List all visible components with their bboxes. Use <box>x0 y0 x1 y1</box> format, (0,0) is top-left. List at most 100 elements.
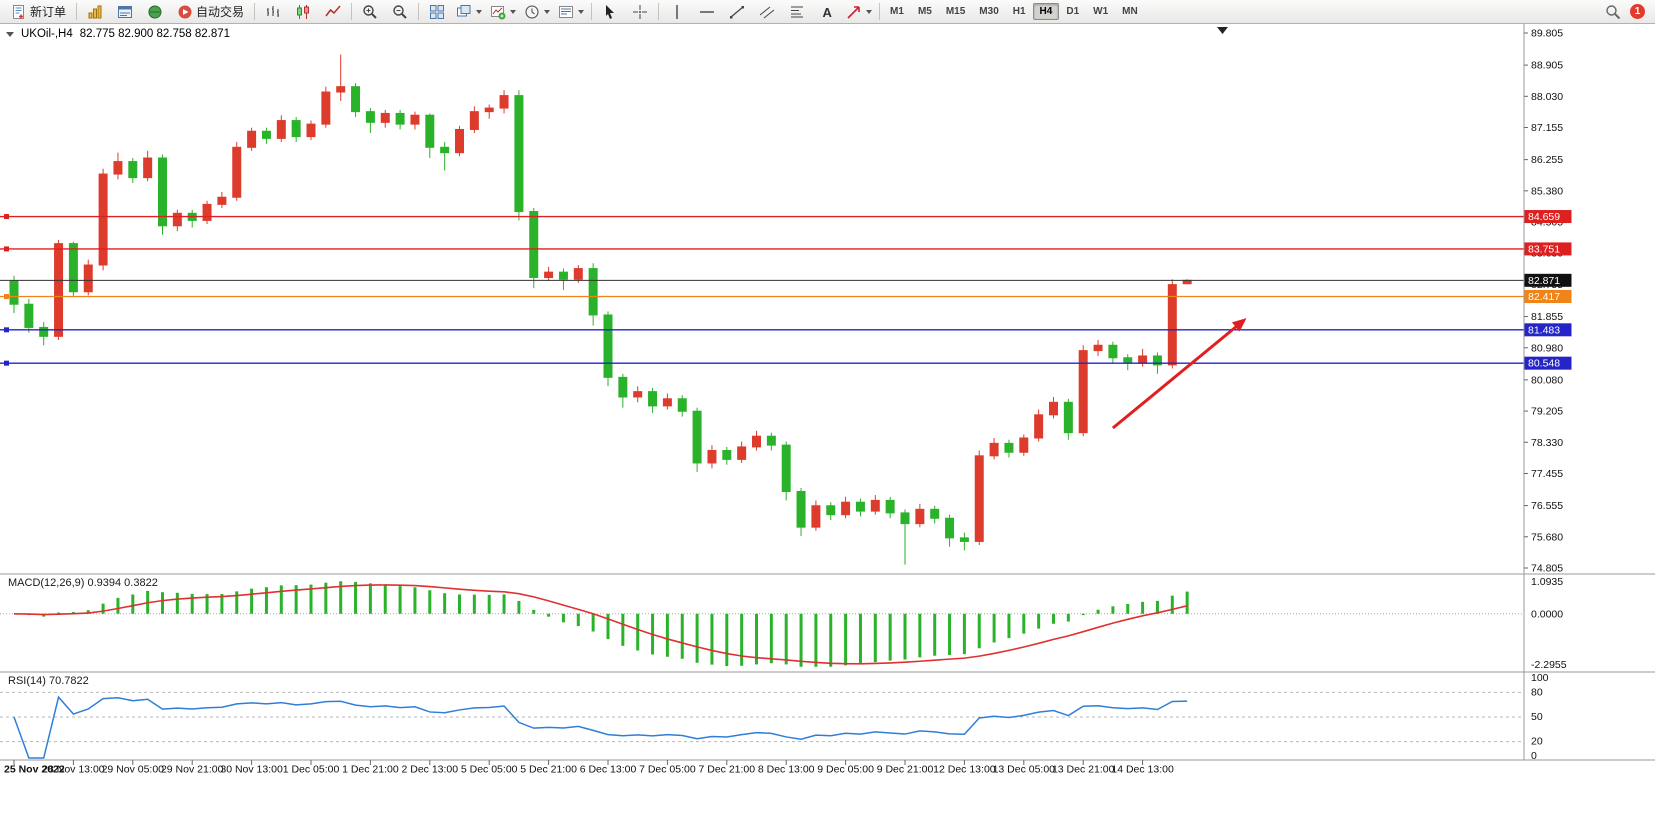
zoom-in-button[interactable] <box>355 1 385 23</box>
price-tick-label: 74.805 <box>1531 563 1563 575</box>
candle-body <box>83 264 93 293</box>
candle-body <box>351 86 361 113</box>
toolbar-separator <box>658 3 660 20</box>
candle-body <box>1034 414 1044 439</box>
time-label: 2 Dec 13:00 <box>401 764 458 776</box>
candle-body <box>974 455 984 542</box>
timeframe-h4-button[interactable]: H4 <box>1032 3 1060 20</box>
hline-price-badge-label: 81.483 <box>1528 324 1560 336</box>
candle-body <box>781 444 791 492</box>
candle-body <box>172 212 182 227</box>
tile-windows-button[interactable] <box>422 1 452 23</box>
timeframe-m15-button[interactable]: M15 <box>945 6 966 17</box>
notification-badge[interactable]: 1 <box>1630 4 1645 19</box>
hline-handle[interactable] <box>4 246 9 252</box>
timeframe-m30-button[interactable]: M30 <box>979 6 999 17</box>
hline-price-badge[interactable] <box>1524 290 1572 304</box>
data-window-button[interactable] <box>110 1 140 23</box>
time-label: 30 Nov 13:00 <box>220 764 283 776</box>
auto-trading-button[interactable]: 自动交易 <box>170 1 251 23</box>
chevron-down-icon <box>544 9 551 14</box>
hline-handle[interactable] <box>4 294 9 300</box>
search-button[interactable] <box>1598 1 1628 23</box>
templates-button[interactable] <box>554 1 588 23</box>
cursor-button[interactable] <box>595 1 625 23</box>
candle-body <box>677 398 687 412</box>
trend-arrow[interactable] <box>1111 323 1240 430</box>
market-watch-button[interactable] <box>80 1 110 23</box>
candle-body <box>365 111 375 123</box>
bar-chart-icon <box>265 4 281 20</box>
new-chart-button[interactable] <box>486 1 520 23</box>
candle-body <box>603 314 613 378</box>
time-label: 1 Dec 21:00 <box>342 764 399 776</box>
line-chart-button[interactable] <box>318 1 348 23</box>
fibonacci-button[interactable] <box>782 1 812 23</box>
new-order-icon <box>11 4 27 20</box>
crosshair-button[interactable] <box>625 1 655 23</box>
periods-button[interactable] <box>520 1 554 23</box>
candlestick-chart-button[interactable] <box>288 1 318 23</box>
candle-body <box>247 130 257 148</box>
timeframe-mn-button[interactable]: MN <box>1122 6 1138 17</box>
candle-body <box>573 268 583 280</box>
zoom-out-button[interactable] <box>385 1 415 23</box>
price-tick-label: 81.855 <box>1531 311 1563 323</box>
candle-body <box>1182 279 1192 285</box>
candle-body <box>796 490 806 528</box>
new-order-button[interactable]: 新订单 <box>4 1 73 23</box>
toolbar-separator <box>254 3 256 20</box>
bid-price-badge[interactable] <box>1524 273 1572 287</box>
rsi-scale-label: 50 <box>1531 711 1543 723</box>
vertical-line-icon <box>669 4 685 20</box>
hline-handle[interactable] <box>4 360 9 366</box>
macd-scale-label: -2.2955 <box>1531 659 1567 671</box>
hline-handle[interactable] <box>4 327 9 333</box>
toolbar-separator <box>76 3 78 20</box>
hline-price-badge-label: 80.548 <box>1528 358 1560 370</box>
horizontal-line-button[interactable] <box>692 1 722 23</box>
candle-body <box>395 112 405 125</box>
hline-price-badge[interactable] <box>1524 323 1572 337</box>
toolbar-separator <box>879 3 881 20</box>
navigator-button[interactable] <box>140 1 170 23</box>
hline-price-badge[interactable] <box>1524 356 1572 370</box>
hline-price-badge-label: 82.417 <box>1528 291 1560 303</box>
time-label: 1 Dec 05:00 <box>283 764 340 776</box>
timeframe-m5-button[interactable]: M5 <box>917 6 932 17</box>
hline-price-badge[interactable] <box>1524 210 1572 224</box>
hline-price-badge[interactable] <box>1524 242 1572 256</box>
vertical-line-button[interactable] <box>662 1 692 23</box>
zoom-in-icon <box>362 4 378 20</box>
navigator-icon <box>147 4 163 20</box>
trendline-icon <box>729 4 745 20</box>
timeframe-h1-button[interactable]: H1 <box>1012 6 1026 17</box>
trendline-button[interactable] <box>722 1 752 23</box>
text-label-button[interactable]: A <box>812 1 842 23</box>
fibonacci-icon <box>789 4 805 20</box>
candle-body <box>158 157 167 227</box>
ohlc-quote: 82.775 82.900 82.758 82.871 <box>79 28 231 40</box>
channel-button[interactable] <box>752 1 782 23</box>
timeframe-m1-button[interactable]: M1 <box>890 6 904 17</box>
trend-arrow-head[interactable] <box>1231 318 1247 332</box>
candle-body <box>1049 401 1058 416</box>
toolbar-separator <box>591 3 593 20</box>
candle-body <box>633 391 643 398</box>
chart-canvas[interactable]: 89.80588.90588.03087.15586.25585.38084.5… <box>0 24 1655 826</box>
hline-handle[interactable] <box>4 214 9 220</box>
toolbar-separator <box>418 3 420 20</box>
time-label: 6 Dec 13:00 <box>580 764 637 776</box>
bar-chart-button[interactable] <box>258 1 288 23</box>
hline-price-badge-label: 84.659 <box>1528 211 1560 223</box>
timeframe-d1-button[interactable]: D1 <box>1066 6 1080 17</box>
cascade-windows-button[interactable] <box>452 1 486 23</box>
line-chart-icon <box>325 4 341 20</box>
collapse-panel-icon[interactable] <box>6 31 14 37</box>
arrows-button[interactable] <box>842 1 876 23</box>
candle-body <box>499 95 509 109</box>
candle-body <box>811 505 821 528</box>
chart-shift-marker[interactable] <box>1217 27 1228 34</box>
candle-body <box>306 123 316 138</box>
timeframe-w1-button[interactable]: W1 <box>1093 6 1109 17</box>
